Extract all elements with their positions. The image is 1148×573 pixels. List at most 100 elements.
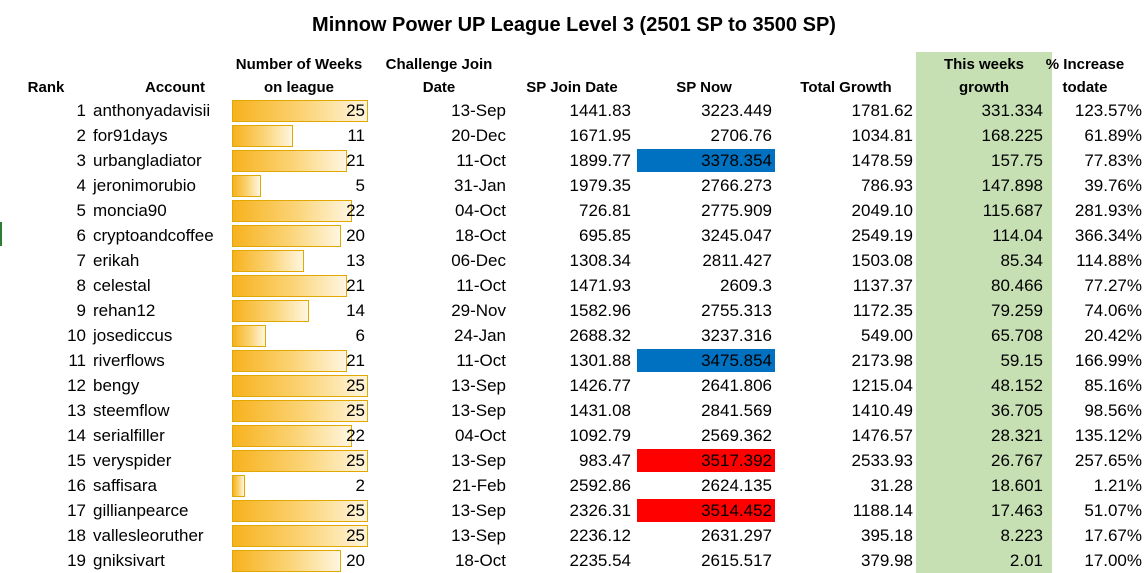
sp-now-cell[interactable]: 3223.449 <box>701 101 772 120</box>
account-cell[interactable]: vallesleoruther <box>93 526 204 545</box>
rank-cell[interactable]: 9 <box>76 301 86 320</box>
total-growth-cell[interactable]: 31.28 <box>870 476 913 495</box>
account-cell[interactable]: rehan12 <box>93 301 156 320</box>
sp-now-cell[interactable]: 2706.76 <box>710 126 772 145</box>
sp-join-cell[interactable]: 1426.77 <box>569 376 631 395</box>
table-row[interactable]: 21 8 celestal 11-Oct 1471.93 2609.3 1137.37 80.… <box>0 273 1148 298</box>
sp-now-cell[interactable]: 3514.452 <box>701 501 772 520</box>
increase-cell[interactable]: 20.42% <box>1084 326 1142 345</box>
week-growth-cell[interactable]: 26.767 <box>991 451 1043 470</box>
header-week-growth-line1[interactable]: This weeks <box>943 56 1025 73</box>
week-growth-cell[interactable]: 85.34 <box>1000 251 1043 270</box>
rank-cell[interactable]: 12 <box>67 376 86 395</box>
join-date-cell[interactable]: 13-Sep <box>451 401 506 420</box>
total-growth-cell[interactable]: 1410.49 <box>851 401 913 420</box>
sp-now-cell[interactable]: 3517.392 <box>701 451 772 470</box>
rank-cell[interactable]: 17 <box>67 501 86 520</box>
header-rank[interactable]: Rank <box>27 79 65 96</box>
sp-now-cell[interactable]: 2775.909 <box>701 201 772 220</box>
join-date-cell[interactable]: 11-Oct <box>456 351 506 370</box>
join-date-cell[interactable]: 31-Jan <box>454 176 506 195</box>
total-growth-cell[interactable]: 1476.57 <box>851 426 913 445</box>
rank-cell[interactable]: 5 <box>76 201 86 220</box>
account-cell[interactable]: gniksivart <box>93 551 165 570</box>
rank-cell[interactable]: 6 <box>76 226 86 245</box>
table-row[interactable]: 20 6 cryptoandcoffee 18-Oct 695.85 3245.047 25… <box>0 223 1148 248</box>
week-growth-cell[interactable]: 147.898 <box>981 176 1043 195</box>
rank-cell[interactable]: 1 <box>76 101 86 120</box>
join-date-cell[interactable]: 13-Sep <box>451 501 506 520</box>
rank-cell[interactable]: 18 <box>67 526 86 545</box>
table-row[interactable]: 14 9 rehan12 29-Nov 1582.96 2755.313 1172.35 79… <box>0 298 1148 323</box>
increase-cell[interactable]: 114.88% <box>1076 251 1142 270</box>
sp-join-cell[interactable]: 2592.86 <box>569 476 631 495</box>
week-growth-cell[interactable]: 59.15 <box>1000 351 1043 370</box>
sp-join-cell[interactable]: 1301.88 <box>569 351 631 370</box>
week-growth-cell[interactable]: 65.708 <box>991 326 1043 345</box>
weeks-cell[interactable]: 21 <box>232 275 368 297</box>
header-weeks-line1[interactable]: Number of Weeks <box>235 56 363 73</box>
sp-now-cell[interactable]: 3378.354 <box>701 151 772 170</box>
weeks-cell[interactable]: 2 <box>232 475 368 497</box>
sp-now-cell[interactable]: 2624.135 <box>701 476 772 495</box>
sp-join-cell[interactable]: 1582.96 <box>569 301 631 320</box>
account-cell[interactable]: josediccus <box>93 326 173 345</box>
weeks-cell[interactable]: 21 <box>232 350 368 372</box>
sp-join-cell[interactable]: 2688.32 <box>569 326 631 345</box>
join-date-cell[interactable]: 21-Feb <box>452 476 506 495</box>
total-growth-cell[interactable]: 1137.37 <box>852 276 913 295</box>
increase-cell[interactable]: 135.12% <box>1074 426 1142 445</box>
weeks-cell[interactable]: 25 <box>232 100 368 122</box>
week-growth-cell[interactable]: 2.01 <box>1009 551 1043 570</box>
join-date-cell[interactable]: 13-Sep <box>451 526 506 545</box>
increase-cell[interactable]: 51.07% <box>1084 501 1142 520</box>
increase-cell[interactable]: 281.93% <box>1074 201 1142 220</box>
total-growth-cell[interactable]: 395.18 <box>861 526 913 545</box>
increase-cell[interactable]: 77.27% <box>1084 276 1142 295</box>
sp-now-cell[interactable]: 2569.362 <box>701 426 772 445</box>
rank-cell[interactable]: 4 <box>76 176 86 195</box>
weeks-cell[interactable]: 20 <box>232 225 368 247</box>
total-growth-cell[interactable]: 1503.08 <box>851 251 913 270</box>
table-row[interactable]: 25 12 bengy 13-Sep 1426.77 2641.806 1215.04 48.… <box>0 373 1148 398</box>
account-cell[interactable]: moncia90 <box>93 201 167 220</box>
increase-cell[interactable]: 98.56% <box>1084 401 1142 420</box>
header-total-growth[interactable]: Total Growth <box>800 79 892 96</box>
sp-join-cell[interactable]: 726.81 <box>579 201 631 220</box>
join-date-cell[interactable]: 04-Oct <box>454 201 506 220</box>
join-date-cell[interactable]: 04-Oct <box>454 426 506 445</box>
join-date-cell[interactable]: 24-Jan <box>454 326 506 345</box>
sp-join-cell[interactable]: 2326.31 <box>569 501 631 520</box>
sp-now-cell[interactable]: 2811.427 <box>702 251 772 270</box>
table-row[interactable]: 25 18 vallesleoruther 13-Sep 2236.12 2631.297… <box>0 523 1148 548</box>
rank-cell[interactable]: 7 <box>76 251 86 270</box>
weeks-cell[interactable]: 25 <box>232 525 368 547</box>
rank-cell[interactable]: 11 <box>68 351 86 370</box>
weeks-cell[interactable]: 25 <box>232 500 368 522</box>
total-growth-cell[interactable]: 1478.59 <box>851 151 913 170</box>
sp-now-cell[interactable]: 3237.316 <box>701 326 772 345</box>
join-date-cell[interactable]: 11-Oct <box>456 276 506 295</box>
table-row[interactable]: 5 4 jeronimorubio 31-Jan 1979.35 2766.273 786.… <box>0 173 1148 198</box>
sp-join-cell[interactable]: 1671.95 <box>569 126 631 145</box>
table-row[interactable]: 25 13 steemflow 13-Sep 1431.08 2841.569 1410.4… <box>0 398 1148 423</box>
sp-now-cell[interactable]: 2615.517 <box>701 551 772 570</box>
week-growth-cell[interactable]: 157.75 <box>991 151 1043 170</box>
table-row[interactable]: 6 10 josediccus 24-Jan 2688.32 3237.316 549.00… <box>0 323 1148 348</box>
rank-cell[interactable]: 19 <box>67 551 86 570</box>
weeks-cell[interactable]: 25 <box>232 400 368 422</box>
table-row[interactable]: 25 1 anthonyadavisii 13-Sep 1441.83 3223.449 1… <box>0 98 1148 123</box>
total-growth-cell[interactable]: 1172.35 <box>852 301 913 320</box>
week-growth-cell[interactable]: 114.04 <box>992 226 1043 245</box>
join-date-cell[interactable]: 29-Nov <box>451 301 506 320</box>
table-row[interactable]: 25 15 veryspider 13-Sep 983.47 3517.392 2533.9… <box>0 448 1148 473</box>
header-increase-line2[interactable]: todate <box>1062 79 1108 96</box>
increase-cell[interactable]: 74.06% <box>1084 301 1142 320</box>
join-date-cell[interactable]: 18-Oct <box>454 226 506 245</box>
table-row[interactable]: 21 11 riverflows 11-Oct 1301.88 3475.854 2173.… <box>0 348 1148 373</box>
rank-cell[interactable]: 15 <box>67 451 86 470</box>
weeks-cell[interactable]: 6 <box>232 325 368 347</box>
increase-cell[interactable]: 166.99% <box>1074 351 1142 370</box>
account-cell[interactable]: gillianpearce <box>93 501 189 520</box>
increase-cell[interactable]: 1.21% <box>1093 476 1142 495</box>
